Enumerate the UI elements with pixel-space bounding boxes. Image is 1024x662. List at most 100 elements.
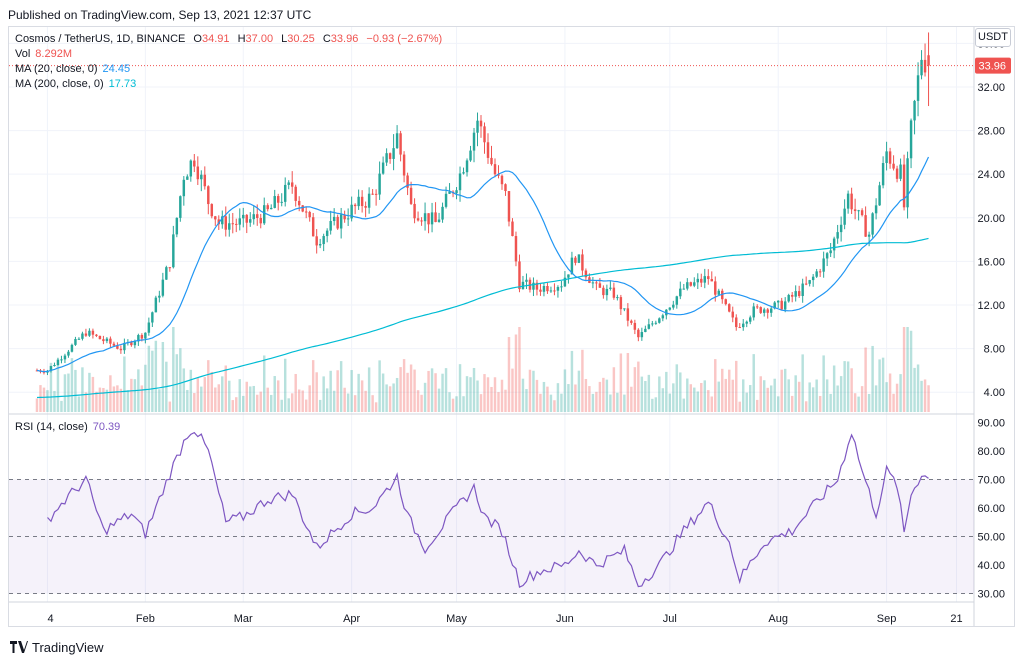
volume-bar — [867, 393, 871, 412]
candle-body — [193, 160, 196, 167]
volume-bar — [91, 376, 95, 412]
candle-body — [151, 312, 154, 323]
candle-body — [308, 211, 311, 218]
volume-bar — [679, 372, 682, 412]
candle-body — [427, 213, 430, 225]
volume-bar — [651, 398, 654, 412]
time-tick-label: Sep — [877, 613, 897, 625]
candle-body — [413, 203, 416, 219]
volume-bar — [916, 364, 920, 412]
volume-bar — [388, 386, 392, 412]
volume-bar — [112, 386, 116, 412]
candle-body — [325, 230, 329, 237]
volume-bar — [769, 385, 773, 412]
volume-bar — [133, 379, 137, 412]
volume-bar — [193, 393, 196, 412]
volume-bar — [469, 377, 472, 412]
candle-body — [860, 210, 864, 216]
candle-body — [853, 209, 857, 212]
volume-bar — [423, 382, 427, 412]
candle-body — [168, 267, 172, 269]
volume-bar — [892, 393, 895, 412]
candle-body — [504, 184, 507, 192]
candle-body — [200, 174, 203, 180]
volume-bar — [521, 378, 525, 412]
candle-body — [556, 287, 560, 291]
candle-body — [644, 328, 647, 333]
candle-body — [497, 174, 500, 176]
candle-body — [909, 120, 913, 159]
volume-bar — [605, 379, 609, 412]
volume-bar — [430, 368, 434, 412]
currency-button[interactable]: USDT — [975, 28, 1011, 47]
candle-body — [525, 279, 528, 282]
volume-bar — [70, 358, 74, 412]
candle-body — [630, 320, 633, 323]
candle-body — [616, 297, 619, 299]
candle-body — [797, 291, 801, 297]
candlesticks — [35, 32, 930, 376]
candle-body — [721, 290, 724, 300]
volume-bar — [864, 347, 867, 412]
volume-bar — [238, 379, 241, 412]
last-price-tag — [975, 57, 1011, 74]
candle-body — [825, 253, 829, 259]
symbol-legend: Cosmos / TetherUS, 1D, BINANCE O34.91 H3… — [15, 33, 443, 45]
volume-bar — [409, 364, 413, 412]
candle-body — [514, 236, 518, 262]
candle-body — [458, 173, 462, 191]
candle-body — [507, 191, 511, 222]
rsi-tick-label: 30.00 — [977, 588, 1005, 600]
volume-bar — [721, 368, 724, 412]
candle-body — [304, 211, 308, 213]
published-caption: Published on TradingView.com, Sep 13, 20… — [8, 8, 312, 22]
volume-bar — [451, 398, 455, 412]
volume-bar — [158, 389, 161, 412]
time-tick-label: Feb — [136, 613, 155, 625]
volume-bar — [318, 399, 322, 412]
candle-body — [735, 317, 738, 328]
volume-bar — [144, 364, 147, 412]
volume-bar — [776, 396, 780, 412]
candle-body — [385, 153, 388, 163]
candle-body — [923, 59, 927, 73]
volume-bar — [221, 376, 224, 412]
volume-bar — [67, 373, 70, 412]
volume-bar — [504, 389, 507, 412]
candle-body — [532, 282, 535, 290]
candle-body — [728, 304, 731, 312]
candle-body — [175, 217, 179, 235]
candle-body — [762, 309, 766, 313]
candle-body — [381, 162, 385, 174]
volume-bar — [920, 380, 923, 412]
candle-body — [902, 164, 906, 208]
volume-bar — [427, 370, 430, 412]
candle-body — [210, 204, 214, 217]
candle-body — [476, 120, 479, 133]
brand-name: TradingView — [32, 639, 104, 655]
volume-bar — [500, 379, 504, 412]
price-tick-label: 28.00 — [977, 126, 1005, 138]
candle-body — [77, 338, 81, 340]
footer-brand[interactable]: TradingView — [10, 638, 104, 656]
candle-body — [263, 205, 266, 224]
candle-body — [109, 338, 112, 344]
candle-body — [696, 278, 700, 283]
candle-body — [346, 218, 350, 220]
candle-body — [710, 279, 713, 282]
candle-body — [815, 271, 818, 277]
candle-body — [465, 160, 469, 173]
volume-bar — [434, 373, 437, 412]
volume-bar — [186, 389, 189, 412]
volume-bar — [588, 386, 591, 412]
candle-body — [423, 213, 427, 222]
candle-body — [843, 208, 846, 225]
volume-bar — [619, 353, 623, 412]
rsi-tick-label: 40.00 — [977, 560, 1005, 572]
volume-bar — [322, 376, 325, 412]
volume-bar — [168, 401, 172, 412]
candle-body — [647, 324, 651, 329]
volume-bar — [336, 370, 339, 412]
volume-bar — [360, 380, 364, 412]
